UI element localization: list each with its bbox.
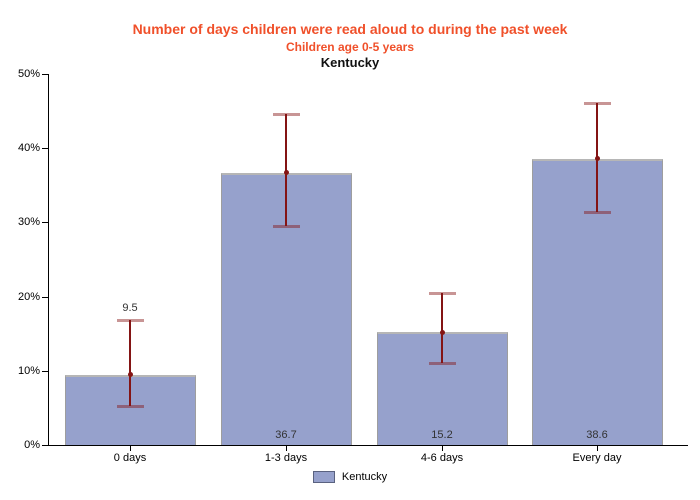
bar-value-label: 9.5 xyxy=(122,302,138,315)
y-tick-label: 10% xyxy=(17,364,40,377)
x-axis xyxy=(48,445,688,446)
error-bar-dot xyxy=(283,170,289,176)
x-tick-label: 1-3 days xyxy=(264,452,308,464)
legend-label: Kentucky xyxy=(341,471,388,483)
error-bar-cap-bottom xyxy=(429,362,456,366)
error-bar-cap-top xyxy=(273,113,300,117)
y-tick xyxy=(42,370,48,372)
x-tick xyxy=(597,446,598,451)
y-tick-label: 40% xyxy=(17,142,40,155)
error-bar-cap-top xyxy=(117,319,144,323)
x-tick-label: 0 days xyxy=(113,452,147,464)
x-tick xyxy=(130,446,131,451)
x-tick xyxy=(286,446,287,451)
error-bar-dot xyxy=(439,329,445,335)
chart-subtitle: Children age 0-5 years xyxy=(285,40,415,54)
error-bar-dot xyxy=(594,156,600,162)
y-tick-label: 50% xyxy=(17,68,40,80)
bar-value-label: 38.6 xyxy=(586,429,608,441)
error-bar-cap-bottom xyxy=(273,225,300,229)
chart-title: Number of days children were read aloud … xyxy=(132,21,568,37)
y-tick xyxy=(42,222,48,224)
error-bar-cap-top xyxy=(584,101,611,105)
error-bar-cap-top xyxy=(429,291,456,295)
x-tick-label: 4-6 days xyxy=(420,452,464,464)
error-bar-line xyxy=(129,320,131,407)
bar-value-label: 15.2 xyxy=(431,429,453,441)
y-tick xyxy=(42,296,48,298)
x-tick-label: Every day xyxy=(572,452,622,464)
error-bar-line xyxy=(441,292,443,364)
error-bar-line xyxy=(285,114,287,227)
y-tick xyxy=(42,74,48,75)
y-tick xyxy=(42,148,48,150)
chart-region-label: Kentucky xyxy=(320,55,380,70)
y-tick xyxy=(42,445,48,446)
legend: Kentucky xyxy=(0,471,700,483)
bar-value-label: 36.7 xyxy=(275,429,297,441)
y-tick-label: 30% xyxy=(17,216,40,229)
y-tick-label: 20% xyxy=(17,290,40,303)
x-tick xyxy=(442,446,443,451)
y-tick-label: 0% xyxy=(24,439,40,451)
error-bar-cap-bottom xyxy=(584,211,611,214)
error-bar-dot xyxy=(127,372,133,377)
y-axis xyxy=(48,74,49,445)
error-bar-cap-bottom xyxy=(117,405,144,409)
legend-swatch xyxy=(312,471,335,483)
